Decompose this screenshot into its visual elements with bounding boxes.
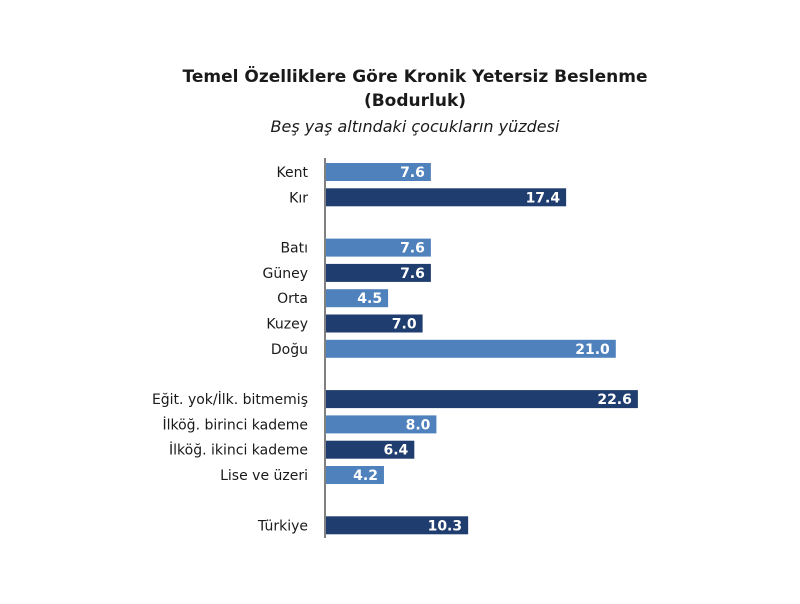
chart-subtitle: Beş yaş altındaki çocukların yüzdesi — [271, 117, 560, 136]
bar-7 — [326, 390, 638, 409]
category-label-5: Kuzey — [266, 317, 308, 333]
value-label-4: 4.5 — [357, 291, 382, 307]
value-label-6: 21.0 — [575, 342, 610, 358]
bar-10 — [326, 466, 384, 484]
value-label-0: 7.6 — [400, 165, 425, 181]
value-label-7: 22.6 — [597, 392, 632, 408]
value-label-2: 7.6 — [400, 241, 425, 257]
chart-title-line2: (Bodurluk) — [364, 91, 466, 111]
value-label-8: 8.0 — [406, 417, 431, 433]
chart-title: Temel Özelliklere Göre Kronik Yetersiz B… — [183, 65, 648, 87]
category-label-0: Kent — [277, 165, 309, 181]
category-label-11: Türkiye — [257, 518, 308, 534]
bar-8 — [326, 415, 437, 434]
category-label-6: Doğu — [271, 342, 308, 358]
bar-5 — [326, 314, 423, 333]
category-label-3: Güney — [263, 266, 309, 282]
bar-2 — [326, 238, 431, 257]
category-label-1: Kır — [289, 190, 308, 206]
bar-3 — [326, 263, 431, 282]
category-label-8: İlköğ. birinci kademe — [162, 415, 308, 433]
category-label-9: İlköğ. ikinci kademe — [169, 441, 308, 459]
bar-4 — [326, 289, 389, 308]
bar-11 — [326, 516, 469, 535]
bar-1 — [326, 188, 567, 207]
category-label-4: Orta — [277, 291, 308, 307]
value-label-5: 7.0 — [392, 317, 417, 333]
category-label-2: Batı — [280, 241, 308, 257]
bar-9 — [326, 440, 415, 459]
bars-layer: Kent 7.6 Kır 17.4 Batı 7.6 Güney 7.6 Orta 4.5 Kuze… — [152, 163, 638, 535]
value-label-9: 6.4 — [384, 443, 409, 459]
category-label-10: Lise ve üzeri — [220, 468, 308, 484]
value-label-1: 17.4 — [526, 190, 561, 206]
category-label-7: Eğit. yok/İlk. bitmemiş — [152, 390, 308, 408]
bar-0 — [326, 163, 431, 181]
value-label-11: 10.3 — [428, 518, 463, 534]
bar-6 — [326, 339, 616, 358]
value-label-10: 4.2 — [353, 468, 378, 484]
value-label-3: 7.6 — [400, 266, 425, 282]
